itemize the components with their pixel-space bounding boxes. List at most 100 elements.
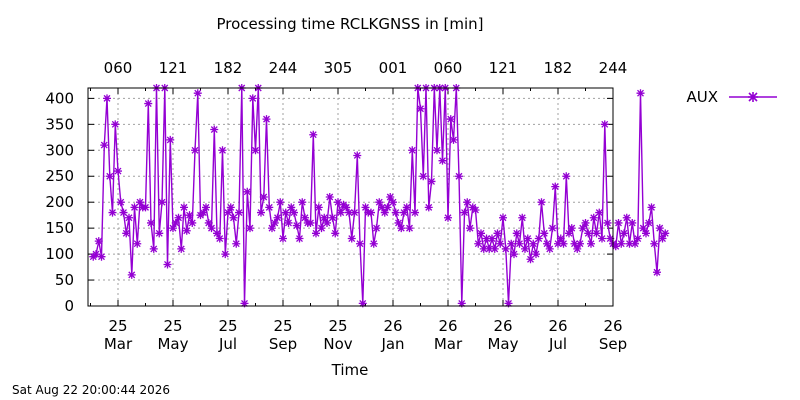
data-point-aux (419, 172, 428, 181)
x-top-tick-label: 244 (599, 59, 628, 77)
y-tick-label: 100 (45, 245, 74, 263)
y-tick-label: 50 (55, 271, 74, 289)
data-point-aux (331, 229, 340, 238)
data-point-aux (243, 187, 252, 196)
data-point-aux (301, 213, 309, 222)
data-point-aux (386, 193, 395, 201)
data-point-aux (166, 135, 175, 144)
data-point-aux (543, 239, 551, 248)
data-point-aux (298, 198, 307, 207)
data-point-aux (309, 130, 318, 139)
data-point-aux (471, 205, 480, 214)
data-point-aux (204, 218, 213, 227)
data-point-aux (636, 89, 645, 98)
data-point-aux (397, 224, 406, 233)
data-point-aux (136, 198, 144, 207)
data-point-aux (306, 218, 315, 227)
data-point-aux (556, 234, 565, 243)
data-point-aux (193, 89, 202, 98)
data-point-aux (655, 224, 664, 233)
data-point-aux (661, 229, 670, 238)
data-point-aux (122, 229, 131, 238)
data-point-aux (496, 239, 505, 248)
data-point-aux (232, 239, 241, 248)
x-tick-label-day: 25 (163, 317, 182, 335)
data-point-aux (213, 229, 221, 238)
data-point-aux (378, 203, 386, 212)
data-point-aux (587, 239, 595, 248)
data-point-aux (416, 104, 425, 113)
data-point-aux (295, 234, 304, 243)
data-point-aux (644, 218, 653, 227)
data-point-aux (570, 239, 579, 248)
legend: AUX (686, 88, 777, 106)
data-point-aux (215, 234, 224, 243)
data-point-aux (405, 224, 414, 233)
data-point-aux (501, 244, 510, 253)
data-point-aux (119, 208, 128, 217)
data-point-aux (507, 239, 516, 248)
data-point-aux (581, 218, 590, 227)
data-point-aux (510, 250, 518, 259)
x-tick-label-day: 25 (273, 317, 292, 335)
data-point-aux (576, 239, 584, 248)
data-point-aux (268, 224, 276, 233)
data-point-aux (402, 203, 411, 212)
data-point-aux (427, 177, 436, 186)
data-point-aux (221, 250, 230, 259)
data-point-aux (474, 239, 483, 248)
data-point-aux (620, 229, 628, 238)
data-point-aux (259, 193, 268, 201)
x-tick-label-month: Mar (104, 335, 133, 353)
data-point-aux (182, 226, 191, 235)
data-point-aux (314, 203, 323, 212)
data-point-aux (273, 213, 282, 222)
data-point-aux (504, 299, 513, 308)
data-point-aux (356, 239, 364, 248)
data-point-aux (559, 239, 568, 248)
data-point-aux (372, 224, 381, 233)
x-top-tick-label: 121 (159, 59, 188, 77)
data-point-aux (515, 239, 524, 248)
data-point-aux (653, 268, 661, 277)
data-point-aux (141, 203, 150, 212)
legend-marker-aux (748, 92, 758, 102)
data-point-aux (270, 218, 279, 227)
data-point-aux (229, 213, 238, 222)
data-point-aux (521, 244, 529, 253)
data-point-aux (114, 167, 122, 176)
x-top-tick-label: 121 (489, 59, 518, 77)
data-point-aux (391, 208, 400, 217)
data-point-aux (342, 203, 351, 212)
data-point-aux (292, 221, 301, 230)
x-top-tick-label: 060 (434, 59, 463, 77)
data-point-aux (361, 203, 370, 212)
data-point-aux (455, 172, 463, 181)
series-line-aux (92, 87, 666, 304)
data-point-aux (589, 213, 598, 222)
data-point-aux (512, 229, 521, 238)
x-tick-label-month: Jan (380, 335, 404, 353)
x-top-tick-label: 244 (269, 59, 298, 77)
data-point-aux (567, 224, 576, 233)
data-point-aux (265, 203, 274, 212)
axes: 05010015020025030035040025Mar25May25Jul2… (45, 59, 627, 353)
timestamp: Sat Aug 22 20:00:44 2026 (12, 383, 170, 397)
data-point-aux (125, 213, 133, 222)
data-point-aux (611, 242, 620, 251)
data-point-aux (562, 172, 571, 181)
data-point-aux (600, 120, 609, 129)
data-point-aux (358, 299, 367, 308)
data-point-aux (163, 260, 172, 269)
data-point-aux (463, 198, 472, 207)
data-point-aux (149, 244, 158, 253)
data-point-aux (573, 244, 582, 253)
data-point-aux (92, 250, 100, 259)
y-tick-label: 400 (45, 89, 74, 107)
data-point-aux (444, 213, 452, 222)
y-tick-label: 350 (45, 115, 74, 133)
data-point-aux (281, 208, 290, 217)
data-point-aux (523, 234, 532, 243)
data-point-aux (127, 270, 136, 279)
data-point-aux (389, 198, 397, 207)
